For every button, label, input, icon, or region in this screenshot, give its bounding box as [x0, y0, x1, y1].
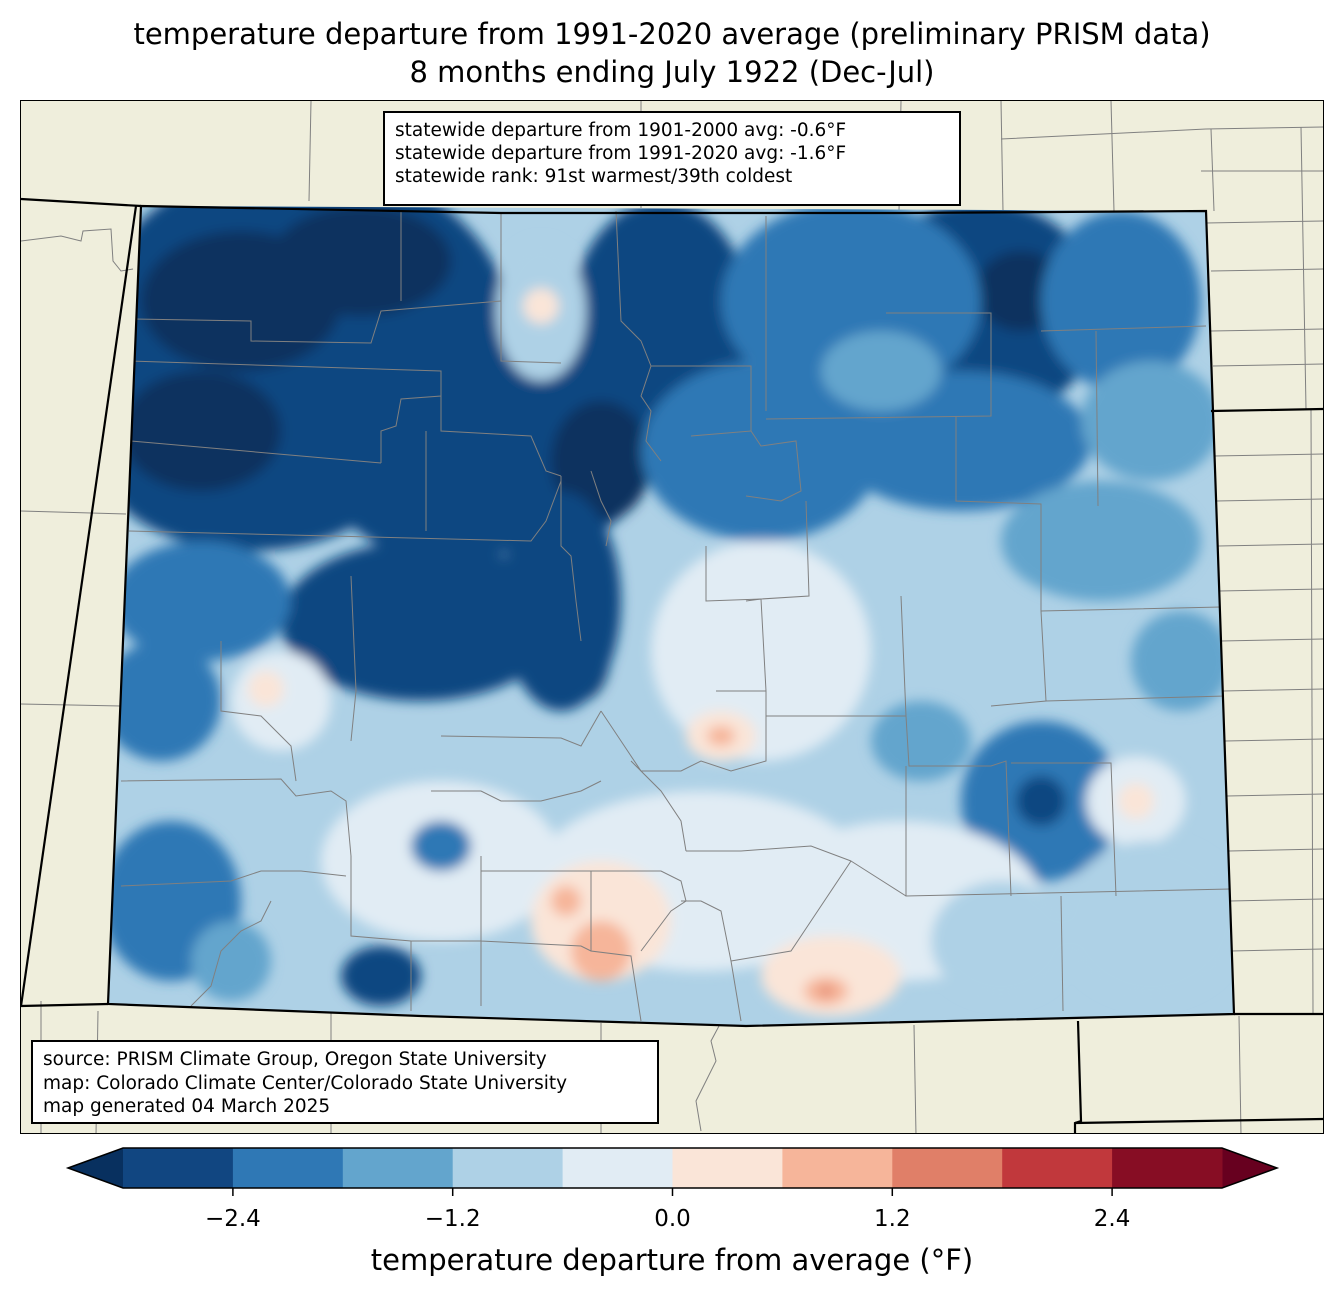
stats-line-1991-2020: statewide departure from 1991-2020 avg: … [395, 143, 847, 164]
colorbar-tick-label-2: 0.0 [654, 1206, 691, 1232]
colorbar-bin-6 [782, 1148, 893, 1188]
statewide-stats-box: statewide departure from 1901-2000 avg: … [383, 111, 961, 206]
colorbar-bin-9 [1112, 1148, 1223, 1188]
colorbar: −2.4 −1.2 0.0 1.2 2.4 [65, 1147, 1280, 1232]
generated-date-line: map generated 04 March 2025 [43, 1096, 331, 1117]
colorado-county-lines [120, 210, 1232, 1022]
colorbar-bin-2 [342, 1148, 454, 1188]
stats-line-1901-2000: statewide departure from 1901-2000 avg: … [395, 120, 847, 141]
source-box: source: PRISM Climate Group, Oregon Stat… [31, 1040, 659, 1124]
stats-line-rank: statewide rank: 91st warmest/39th coldes… [395, 166, 793, 187]
colorbar-bin-1 [232, 1148, 344, 1188]
colorbar-tick-label-3: 1.2 [874, 1206, 911, 1232]
source-line: source: PRISM Climate Group, Oregon Stat… [43, 1049, 547, 1070]
map-credit-line: map: Colorado Climate Center/Colorado St… [43, 1072, 568, 1094]
colorbar-bin-3 [452, 1148, 564, 1188]
colorbar-bin-4 [562, 1148, 673, 1188]
colorbar-over-extension [1222, 1148, 1277, 1188]
map-frame [20, 100, 1324, 1134]
colorbar-outline [65, 1147, 1280, 1189]
state-boundaries [21, 197, 1323, 1133]
title-line-2: 8 months ending July 1922 (Dec-Jul) [409, 55, 935, 89]
colorbar-tick-label-0: −2.4 [205, 1206, 261, 1232]
colorbar-tick-label-1: −1.2 [425, 1206, 481, 1232]
colorbar-bin-8 [1002, 1148, 1113, 1188]
colorbar-label: temperature departure from average (°F) [370, 1243, 974, 1277]
colorbar-under-extension [68, 1148, 123, 1188]
title-line-1: temperature departure from 1991-2020 ave… [133, 17, 1211, 51]
colorbar-bin-7 [892, 1148, 1003, 1188]
colorbar-tick-label-4: 2.4 [1094, 1206, 1131, 1232]
temperature-field [108, 206, 1234, 1026]
colorbar-bin-5 [672, 1148, 783, 1188]
colorbar-bin-0 [123, 1148, 234, 1188]
colorado-temperature-map [21, 101, 1323, 1133]
